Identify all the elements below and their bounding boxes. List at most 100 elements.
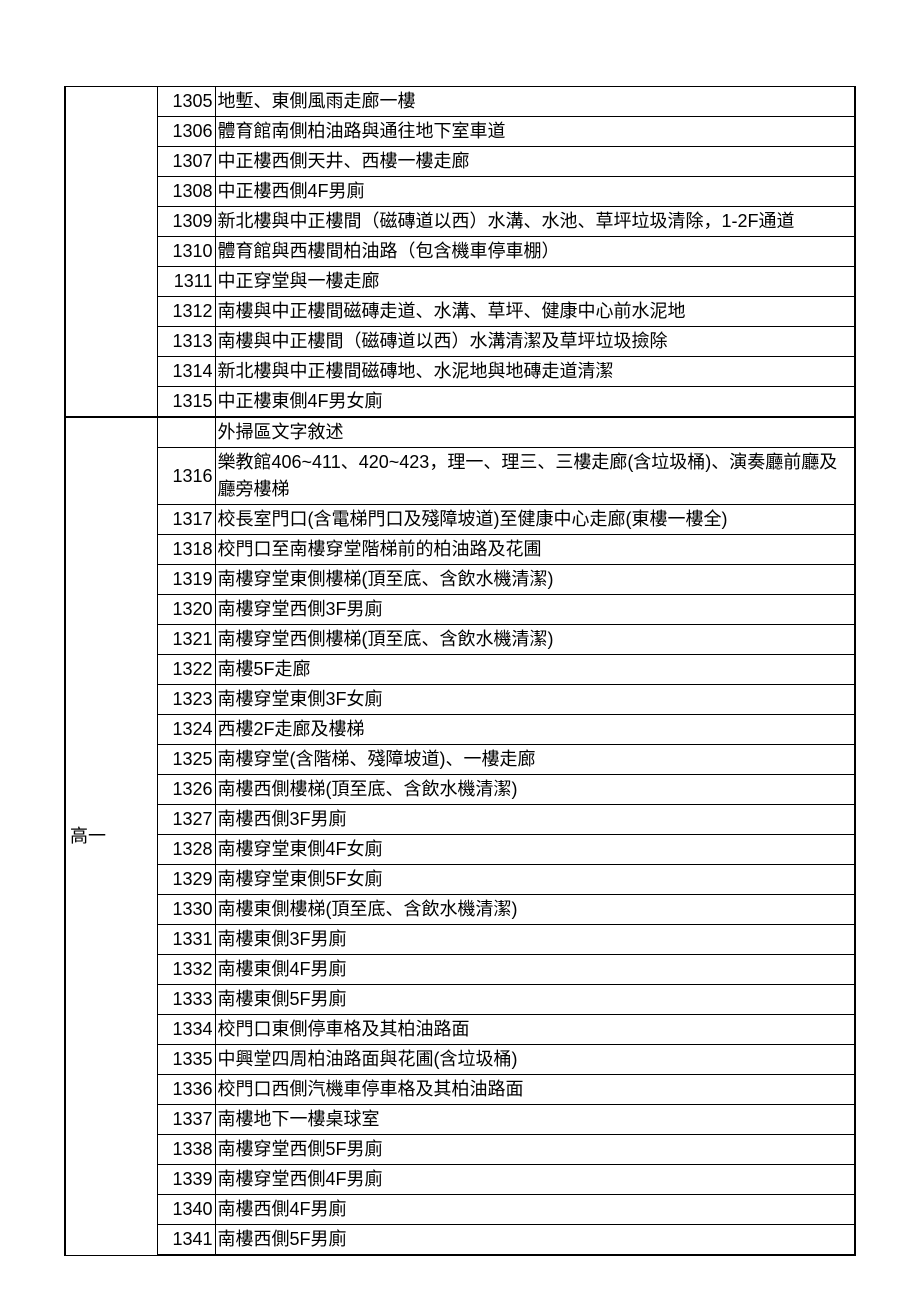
table-row: 高一外掃區文字敘述 xyxy=(65,417,855,448)
room-code: 1333 xyxy=(157,985,215,1015)
table-row: 1327南樓西側3F男廁 xyxy=(65,805,855,835)
table-row: 1338南樓穿堂西側5F男廁 xyxy=(65,1135,855,1165)
table-row: 1319南樓穿堂東側樓梯(頂至底、含飲水機清潔) xyxy=(65,565,855,595)
table-row: 1310體育館與西樓間柏油路（包含機車停車棚） xyxy=(65,237,855,267)
area-description: 南樓穿堂東側3F女廁 xyxy=(215,685,855,715)
room-code: 1324 xyxy=(157,715,215,745)
area-description: 南樓東側3F男廁 xyxy=(215,925,855,955)
table-row: 1328南樓穿堂東側4F女廁 xyxy=(65,835,855,865)
table-row: 1336校門口西側汽機車停車格及其柏油路面 xyxy=(65,1075,855,1105)
table-row: 1314新北樓與中正樓間磁磚地、水泥地與地磚走道清潔 xyxy=(65,357,855,387)
table-row: 1318校門口至南樓穿堂階梯前的柏油路及花圃 xyxy=(65,535,855,565)
table-row: 1306體育館南側柏油路與通往地下室車道 xyxy=(65,117,855,147)
area-description: 校長室門口(含電梯門口及殘障坡道)至健康中心走廊(東樓一樓全) xyxy=(215,505,855,535)
area-description: 中正樓西側4F男廁 xyxy=(215,177,855,207)
table-row: 1317校長室門口(含電梯門口及殘障坡道)至健康中心走廊(東樓一樓全) xyxy=(65,505,855,535)
area-description: 新北樓與中正樓間（磁磚道以西）水溝、水池、草坪垃圾清除，1-2F通道 xyxy=(215,207,855,237)
room-code: 1327 xyxy=(157,805,215,835)
room-code: 1340 xyxy=(157,1195,215,1225)
area-description: 南樓地下一樓桌球室 xyxy=(215,1105,855,1135)
room-code: 1316 xyxy=(157,448,215,505)
area-description: 南樓西側3F男廁 xyxy=(215,805,855,835)
table-row: 1331南樓東側3F男廁 xyxy=(65,925,855,955)
room-code: 1338 xyxy=(157,1135,215,1165)
area-description: 新北樓與中正樓間磁磚地、水泥地與地磚走道清潔 xyxy=(215,357,855,387)
area-description: 南樓西側4F男廁 xyxy=(215,1195,855,1225)
area-description: 南樓東側4F男廁 xyxy=(215,955,855,985)
area-description: 地塹、東側風雨走廊一樓 xyxy=(215,87,855,117)
area-description: 中正樓西側天井、西樓一樓走廊 xyxy=(215,147,855,177)
room-code: 1331 xyxy=(157,925,215,955)
area-description: 體育館與西樓間柏油路（包含機車停車棚） xyxy=(215,237,855,267)
table-row: 1341南樓西側5F男廁 xyxy=(65,1225,855,1256)
table-row: 1329南樓穿堂東側5F女廁 xyxy=(65,865,855,895)
room-code: 1323 xyxy=(157,685,215,715)
room-code xyxy=(157,417,215,448)
room-code: 1305 xyxy=(157,87,215,117)
area-description: 南樓與中正樓間磁磚走道、水溝、草坪、健康中心前水泥地 xyxy=(215,297,855,327)
table-row: 1322南樓5F走廊 xyxy=(65,655,855,685)
table-row: 1308中正樓西側4F男廁 xyxy=(65,177,855,207)
room-code: 1307 xyxy=(157,147,215,177)
table-row: 1321南樓穿堂西側樓梯(頂至底、含飲水機清潔) xyxy=(65,625,855,655)
room-code: 1319 xyxy=(157,565,215,595)
room-code: 1341 xyxy=(157,1225,215,1256)
area-description: 南樓穿堂西側5F男廁 xyxy=(215,1135,855,1165)
room-code: 1308 xyxy=(157,177,215,207)
room-code: 1311 xyxy=(157,267,215,297)
room-code: 1321 xyxy=(157,625,215,655)
area-description: 校門口東側停車格及其柏油路面 xyxy=(215,1015,855,1045)
room-code: 1312 xyxy=(157,297,215,327)
group-label: 高一 xyxy=(65,417,157,1255)
room-code: 1309 xyxy=(157,207,215,237)
room-code: 1328 xyxy=(157,835,215,865)
room-code: 1310 xyxy=(157,237,215,267)
area-description: 南樓穿堂東側5F女廁 xyxy=(215,865,855,895)
table-row: 1340南樓西側4F男廁 xyxy=(65,1195,855,1225)
area-description: 南樓東側樓梯(頂至底、含飲水機清潔) xyxy=(215,895,855,925)
area-description: 南樓穿堂東側4F女廁 xyxy=(215,835,855,865)
table-row: 1324西樓2F走廊及樓梯 xyxy=(65,715,855,745)
area-description: 南樓與中正樓間（磁磚道以西）水溝清潔及草坪垃圾撿除 xyxy=(215,327,855,357)
room-code: 1336 xyxy=(157,1075,215,1105)
table-row: 1305地塹、東側風雨走廊一樓 xyxy=(65,87,855,117)
room-code: 1329 xyxy=(157,865,215,895)
area-description: 校門口至南樓穿堂階梯前的柏油路及花圃 xyxy=(215,535,855,565)
cleaning-area-table: 1305地塹、東側風雨走廊一樓1306體育館南側柏油路與通往地下室車道1307中… xyxy=(64,86,856,1256)
room-code: 1322 xyxy=(157,655,215,685)
table-row: 1311中正穿堂與一樓走廊 xyxy=(65,267,855,297)
table-row: 1326南樓西側樓梯(頂至底、含飲水機清潔) xyxy=(65,775,855,805)
area-description: 樂教館406~411、420~423，理一、理三、三樓走廊(含垃圾桶)、演奏廳前… xyxy=(215,448,855,505)
area-description: 南樓穿堂西側4F男廁 xyxy=(215,1165,855,1195)
room-code: 1317 xyxy=(157,505,215,535)
room-code: 1337 xyxy=(157,1105,215,1135)
room-code: 1306 xyxy=(157,117,215,147)
room-code: 1325 xyxy=(157,745,215,775)
area-description: 體育館南側柏油路與通往地下室車道 xyxy=(215,117,855,147)
area-description: 南樓穿堂(含階梯、殘障坡道)、一樓走廊 xyxy=(215,745,855,775)
room-code: 1334 xyxy=(157,1015,215,1045)
area-description: 南樓西側5F男廁 xyxy=(215,1225,855,1256)
area-description: 中正樓東側4F男女廁 xyxy=(215,387,855,418)
table-row: 1309新北樓與中正樓間（磁磚道以西）水溝、水池、草坪垃圾清除，1-2F通道 xyxy=(65,207,855,237)
area-description: 西樓2F走廊及樓梯 xyxy=(215,715,855,745)
room-code: 1314 xyxy=(157,357,215,387)
table-row: 1330南樓東側樓梯(頂至底、含飲水機清潔) xyxy=(65,895,855,925)
table-row: 1339南樓穿堂西側4F男廁 xyxy=(65,1165,855,1195)
area-description: 中正穿堂與一樓走廊 xyxy=(215,267,855,297)
room-code: 1326 xyxy=(157,775,215,805)
area-description: 校門口西側汽機車停車格及其柏油路面 xyxy=(215,1075,855,1105)
area-description: 南樓穿堂西側3F男廁 xyxy=(215,595,855,625)
table-row: 1316樂教館406~411、420~423，理一、理三、三樓走廊(含垃圾桶)、… xyxy=(65,448,855,505)
table-row: 1325南樓穿堂(含階梯、殘障坡道)、一樓走廊 xyxy=(65,745,855,775)
area-description: 南樓穿堂西側樓梯(頂至底、含飲水機清潔) xyxy=(215,625,855,655)
room-code: 1332 xyxy=(157,955,215,985)
room-code: 1313 xyxy=(157,327,215,357)
group-label xyxy=(65,87,157,418)
area-description: 南樓西側樓梯(頂至底、含飲水機清潔) xyxy=(215,775,855,805)
table-row: 1332南樓東側4F男廁 xyxy=(65,955,855,985)
table-row: 1334校門口東側停車格及其柏油路面 xyxy=(65,1015,855,1045)
table-row: 1313南樓與中正樓間（磁磚道以西）水溝清潔及草坪垃圾撿除 xyxy=(65,327,855,357)
room-code: 1339 xyxy=(157,1165,215,1195)
room-code: 1320 xyxy=(157,595,215,625)
